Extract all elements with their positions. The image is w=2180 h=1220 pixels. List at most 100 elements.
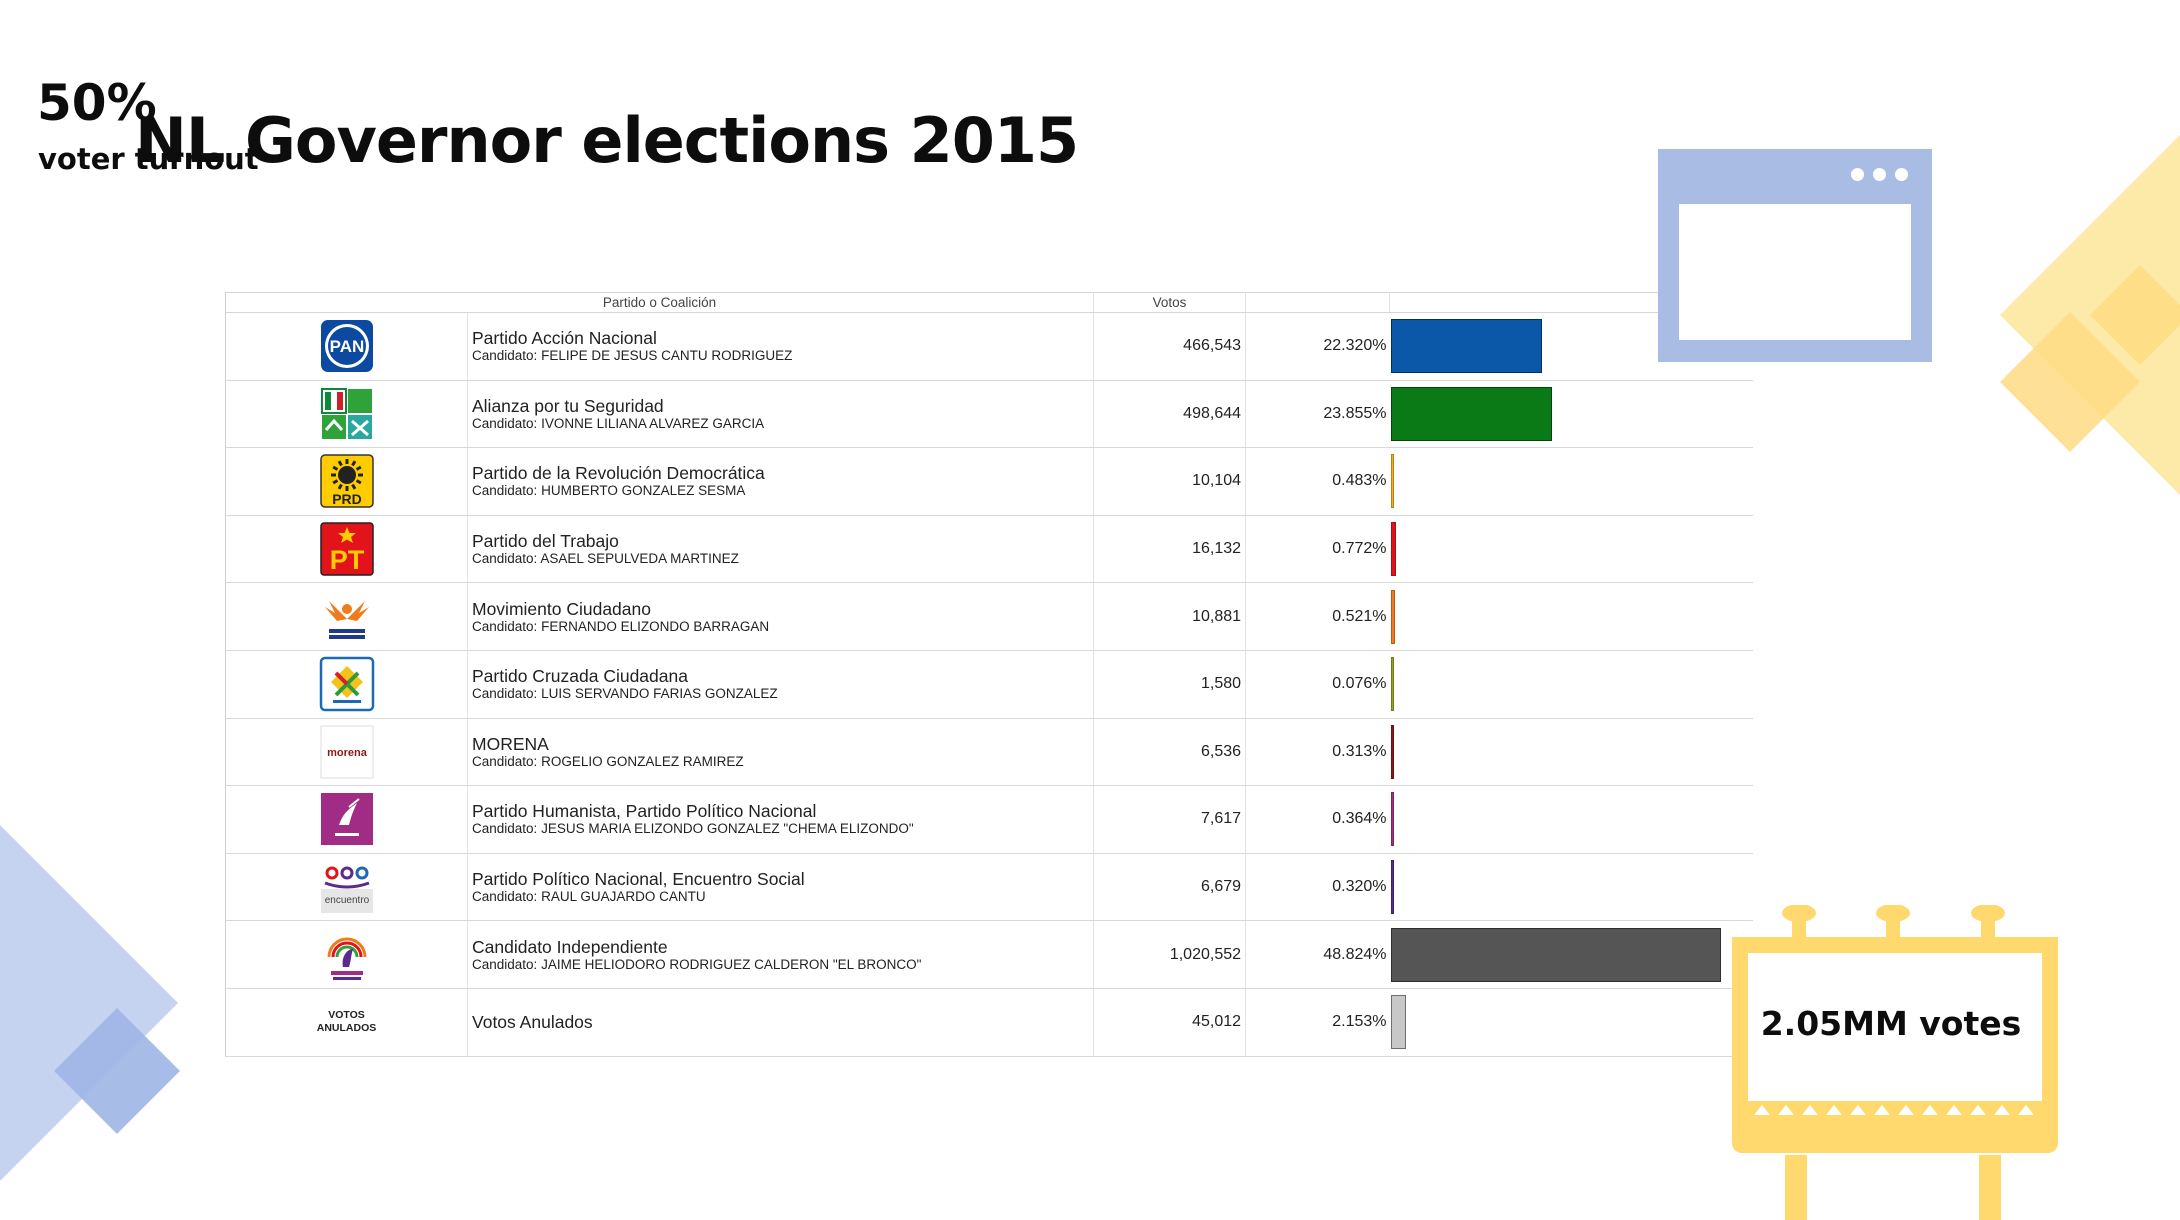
candidate-line: Candidato: JESUS MARIA ELIZONDO GONZALEZ… xyxy=(472,821,1093,837)
party-name-cell: Partido Humanista, Partido Político Naci… xyxy=(467,785,1095,854)
party-logo-cell: VOTOS ANULADOS xyxy=(225,988,468,1057)
votos-anulados-label: VOTOS ANULADOS xyxy=(317,1009,377,1035)
candidate-line: Candidato: RAUL GUAJARDO CANTU xyxy=(472,889,1093,905)
decorative-diamond-left-small xyxy=(54,1008,180,1134)
party-column-header: Partido o Coalición xyxy=(224,292,1095,313)
decorative-diamond-right xyxy=(2000,135,2180,495)
party-logo-cell: PRD xyxy=(225,447,468,516)
svg-text:PRD: PRD xyxy=(332,491,362,507)
election-results-table: Partido o Coalición Votos PAN Partido Ac… xyxy=(224,292,1753,1057)
party-logo-cell: morena xyxy=(225,718,468,787)
party-logo-cell xyxy=(225,920,468,989)
candidate-line: Candidato: FERNANDO ELIZONDO BARRAGAN xyxy=(472,619,1093,635)
party-logo-cell: PAN xyxy=(225,312,468,381)
party-name: Partido Humanista, Partido Político Naci… xyxy=(472,801,817,822)
vote-share-bar-cell xyxy=(1389,718,1753,787)
party-name-cell: Partido Cruzada Ciudadana Candidato: LUI… xyxy=(467,650,1095,719)
vote-share-bar xyxy=(1390,995,1406,1050)
votes-column-header: Votos xyxy=(1093,292,1247,313)
votes-value: 10,881 xyxy=(1093,582,1247,651)
candidate-line: Candidato: ROGELIO GONZALEZ RAMIREZ xyxy=(472,754,1093,770)
candidate-prefix: Candidato: xyxy=(472,483,538,499)
alianza-logo-icon xyxy=(319,386,375,442)
votes-value: 498,644 xyxy=(1093,380,1247,449)
percent-value: 0.772% xyxy=(1245,515,1390,584)
candidate-prefix: Candidato: xyxy=(472,415,538,431)
vote-share-bar-cell xyxy=(1389,447,1753,516)
party-name-cell: Movimiento Ciudadano Candidato: FERNANDO… xyxy=(467,582,1095,651)
party-name-cell: Partido del Trabajo Candidato: ASAEL SEP… xyxy=(467,515,1095,584)
vote-share-bar-cell xyxy=(1389,920,1753,989)
billboard-icon xyxy=(1732,905,2058,1220)
vote-share-bar-cell xyxy=(1389,380,1753,449)
percent-value: 0.076% xyxy=(1245,650,1390,719)
decorative-diamond-right-small xyxy=(2000,312,2140,452)
candidate-line: Candidato: LUIS SERVANDO FARIAS GONZALEZ xyxy=(472,686,1093,702)
candidate-name: JESUS MARIA ELIZONDO GONZALEZ "CHEMA ELI… xyxy=(541,821,914,837)
candidate-prefix: Candidato: xyxy=(472,753,538,769)
party-name: Partido de la Revolución Democrática xyxy=(472,463,765,484)
vote-share-bar-cell xyxy=(1389,853,1753,922)
candidate-prefix: Candidato: xyxy=(472,551,538,567)
percent-value: 0.320% xyxy=(1245,853,1390,922)
vote-share-bar-cell xyxy=(1389,650,1753,719)
party-name: Candidato Independiente xyxy=(472,936,668,957)
vote-share-bar xyxy=(1390,927,1721,982)
candidate-name: FELIPE DE JESUS CANTU RODRIGUEZ xyxy=(541,348,793,364)
party-name: Partido del Trabajo xyxy=(472,531,619,552)
candidate-prefix: Candidato: xyxy=(472,821,538,837)
pt-logo-icon: PT xyxy=(319,521,375,577)
vote-share-bar xyxy=(1390,657,1394,712)
party-name: MORENA xyxy=(472,733,549,754)
candidate-name: JAIME HELIODORO RODRIGUEZ CALDERON "EL B… xyxy=(541,956,922,972)
vote-share-bar xyxy=(1390,386,1552,441)
svg-text:morena: morena xyxy=(327,747,368,759)
candidate-line: Candidato: FELIPE DE JESUS CANTU RODRIGU… xyxy=(472,348,1093,364)
party-logo-cell: encuentro xyxy=(225,853,468,922)
candidate-prefix: Candidato: xyxy=(472,889,538,905)
percent-value: 2.153% xyxy=(1245,988,1390,1057)
party-logo-cell xyxy=(225,582,468,651)
table-row: PT Partido del Trabajo Candidato: ASAEL … xyxy=(225,515,1753,584)
party-logo-cell xyxy=(225,785,468,854)
table-row: Alianza por tu Seguridad Candidato: IVON… xyxy=(225,380,1753,449)
window-dots-icon xyxy=(1851,168,1908,181)
party-name-cell: Partido Político Nacional, Encuentro Soc… xyxy=(467,853,1095,922)
candidate-line: Candidato: ASAEL SEPULVEDA MARTINEZ xyxy=(472,551,1093,567)
table-row: Partido Cruzada Ciudadana Candidato: LUI… xyxy=(225,650,1753,719)
vote-share-bar-cell xyxy=(1389,988,1753,1057)
votes-value: 45,012 xyxy=(1093,988,1247,1057)
bronco-logo-icon xyxy=(319,927,375,983)
turnout-card xyxy=(1658,149,1932,362)
humanista-logo-icon xyxy=(319,791,375,847)
percent-value: 0.364% xyxy=(1245,785,1390,854)
vote-share-bar xyxy=(1390,522,1396,577)
turnout-label: voter turnout xyxy=(38,142,259,176)
total-votes-label: 2.05MM votes xyxy=(1760,1004,2022,1043)
decorative-diamond-left xyxy=(0,825,178,1181)
percent-value: 48.824% xyxy=(1245,920,1390,989)
votes-value: 10,104 xyxy=(1093,447,1247,516)
table-header-row: Partido o Coalición Votos xyxy=(224,292,1753,313)
table-row: Candidato Independiente Candidato: JAIME… xyxy=(225,920,1753,989)
candidate-line: Candidato: IVONNE LILIANA ALVAREZ GARCIA xyxy=(472,416,1093,432)
percent-column-header xyxy=(1245,292,1391,313)
table-row: Partido Humanista, Partido Político Naci… xyxy=(225,785,1753,854)
party-logo-cell: PT xyxy=(225,515,468,584)
pan-logo-icon: PAN xyxy=(319,318,375,374)
votes-value: 6,536 xyxy=(1093,718,1247,787)
table-row: morena MORENA Candidato: ROGELIO GONZALE… xyxy=(225,718,1753,787)
encuentro-logo-icon: encuentro xyxy=(319,859,375,915)
vote-share-bar xyxy=(1390,724,1394,779)
vote-share-bar-cell xyxy=(1389,785,1753,854)
svg-text:PT: PT xyxy=(329,545,364,575)
candidate-line: Candidato: JAIME HELIODORO RODRIGUEZ CAL… xyxy=(472,957,1093,973)
party-name: Votos Anulados xyxy=(472,1012,593,1033)
void-votes-logo-line2: ANULADOS xyxy=(316,1022,377,1035)
candidate-name: RAUL GUAJARDO CANTU xyxy=(541,889,706,905)
vote-share-bar xyxy=(1390,792,1394,847)
prd-logo-icon: PRD xyxy=(319,453,375,509)
vote-share-bar-cell xyxy=(1389,515,1753,584)
party-name-cell: Candidato Independiente Candidato: JAIME… xyxy=(467,920,1095,989)
vote-share-bar xyxy=(1390,319,1542,374)
